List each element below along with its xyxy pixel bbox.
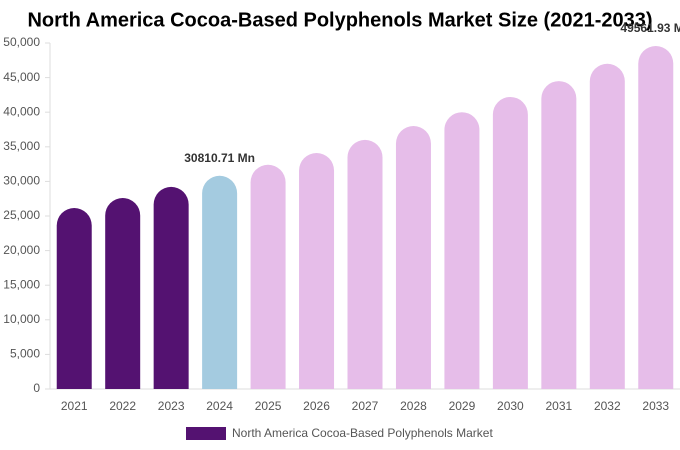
- x-tick-label: 2029: [449, 399, 476, 413]
- y-tick-label: 35,000: [3, 139, 40, 153]
- bar: [153, 186, 189, 389]
- bar: [444, 112, 480, 389]
- legend-label: North America Cocoa-Based Polyphenols Ma…: [232, 426, 493, 440]
- x-tick-label: 2026: [303, 399, 330, 413]
- y-tick-label: 0: [33, 381, 40, 395]
- y-tick-label: 5,000: [10, 347, 40, 361]
- chart-title: North America Cocoa-Based Polyphenols Ma…: [27, 9, 652, 31]
- x-tick-label: 2030: [497, 399, 524, 413]
- bar: [541, 81, 577, 389]
- bar: [202, 175, 238, 389]
- value-label: 49561.93 Mn: [620, 21, 680, 35]
- x-tick-label: 2032: [594, 399, 621, 413]
- y-tick-label: 50,000: [3, 35, 40, 49]
- legend-swatch: [186, 427, 226, 440]
- value-label: 30810.71 Mn: [184, 151, 255, 165]
- y-tick-label: 10,000: [3, 312, 40, 326]
- bar: [347, 139, 383, 389]
- bar: [250, 164, 286, 389]
- y-tick-label: 40,000: [3, 104, 40, 118]
- y-tick-label: 15,000: [3, 277, 40, 291]
- bar: [589, 63, 625, 389]
- x-tick-label: 2033: [642, 399, 669, 413]
- x-tick-label: 2025: [255, 399, 282, 413]
- y-tick-label: 20,000: [3, 243, 40, 257]
- x-tick-label: 2021: [61, 399, 88, 413]
- y-tick-label: 45,000: [3, 70, 40, 84]
- x-tick-label: 2028: [400, 399, 427, 413]
- x-tick-label: 2023: [158, 399, 185, 413]
- bar: [56, 208, 92, 389]
- x-tick-label: 2031: [545, 399, 572, 413]
- bar: [299, 153, 335, 389]
- bar: [638, 46, 674, 390]
- bar: [492, 96, 528, 389]
- x-tick-label: 2024: [206, 399, 233, 413]
- x-tick-label: 2022: [109, 399, 136, 413]
- y-tick-label: 25,000: [3, 208, 40, 222]
- bar: [395, 126, 431, 389]
- x-tick-label: 2027: [352, 399, 379, 413]
- y-tick-label: 30,000: [3, 174, 40, 188]
- bar: [105, 198, 141, 389]
